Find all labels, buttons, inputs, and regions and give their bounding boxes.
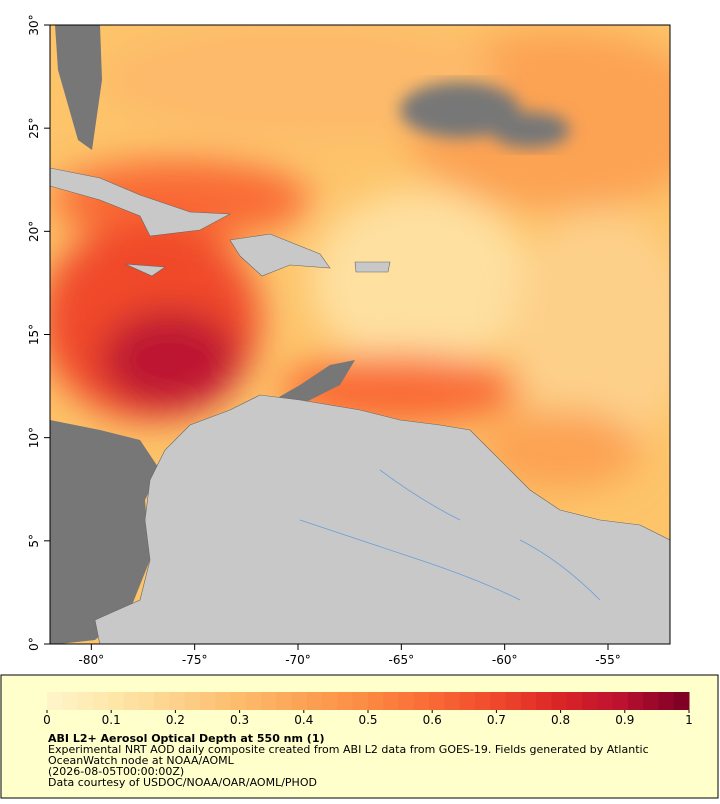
colorbar-swatch: [413, 692, 430, 710]
legend-title: ABI L2+ Aerosol Optical Depth at 550 nm …: [48, 732, 325, 745]
colorbar-swatch: [62, 692, 79, 710]
colorbar-swatch: [444, 692, 461, 710]
colorbar-swatch: [429, 692, 445, 710]
x-tick-label: -55°: [595, 653, 621, 667]
colorbar-tick-label: 1: [685, 713, 693, 727]
colorbar-swatch: [643, 692, 659, 710]
colorbar-tick-label: 0.6: [423, 713, 442, 727]
colorbar-swatch: [536, 692, 552, 710]
x-tick-label: -60°: [492, 653, 518, 667]
y-tick-label: 5°: [27, 534, 41, 548]
colorbar-swatch: [566, 692, 583, 710]
colorbar-swatch: [582, 692, 598, 710]
colorbar-tick-label: 0.3: [230, 713, 249, 727]
x-tick-label: -65°: [389, 653, 415, 667]
colorbar-swatch: [261, 692, 277, 710]
colorbar-swatch: [291, 692, 308, 710]
colorbar-swatch: [368, 692, 384, 710]
colorbar-swatch: [215, 692, 231, 710]
colorbar-tick-label: 0.8: [551, 713, 570, 727]
y-tick-label: 25°: [27, 118, 41, 139]
colorbar-tick-label: 0.5: [358, 713, 377, 727]
colorbar-swatch: [169, 692, 186, 710]
colorbar-swatch: [77, 692, 94, 710]
colorbar-swatch: [383, 692, 400, 710]
x-tick-label: -70°: [285, 653, 311, 667]
colorbar-swatch: [322, 692, 338, 710]
colorbar-swatch: [230, 692, 247, 710]
y-tick-label: 0°: [27, 637, 41, 651]
colorbar-swatch: [520, 692, 537, 710]
colorbar-swatch: [245, 692, 262, 710]
colorbar-swatch: [199, 692, 216, 710]
colorbar-swatch: [658, 692, 675, 710]
colorbar-tick-label: 0.9: [615, 713, 634, 727]
colorbar-tick-label: 0.2: [166, 713, 185, 727]
legend-description: (2026-08-05T00:00:00Z): [48, 765, 184, 778]
x-tick-label: -80°: [79, 653, 105, 667]
y-tick-label: 20°: [27, 221, 41, 242]
colorbar-swatch: [184, 692, 201, 710]
colorbar-swatch: [627, 692, 644, 710]
legend-description: Data courtesy of USDOC/NOAA/OAR/AOML/PHO…: [48, 776, 317, 789]
y-tick-label: 10°: [27, 427, 41, 448]
map-image: [50, 25, 670, 644]
colorbar-tick-label: 0.1: [102, 713, 121, 727]
colorbar-tick-label: 0.4: [294, 713, 313, 727]
colorbar-swatch: [92, 692, 109, 710]
colorbar-swatch: [337, 692, 354, 710]
colorbar-swatch: [398, 692, 415, 710]
colorbar-swatch: [154, 692, 170, 710]
colorbar-tick-label: 0.7: [487, 713, 506, 727]
x-tick-label: -75°: [182, 653, 208, 667]
colorbar-swatch: [612, 692, 629, 710]
colorbar-swatch: [276, 692, 293, 710]
y-tick-label: 30°: [27, 14, 41, 35]
colorbar-swatch: [475, 692, 491, 710]
colorbar: 0 0.1 0.2 0.3 0.4 0.5 0.6 0.7 0.8 0.9 1: [43, 692, 693, 727]
colorbar-swatch: [551, 692, 568, 710]
axes: -80° -75° -70° -65° -60° -55° 0° 5° 10° 15° 20° 25°…: [27, 14, 621, 667]
colorbar-swatch: [459, 692, 476, 710]
colorbar-swatch: [505, 692, 522, 710]
colorbar-swatch: [108, 692, 124, 710]
colorbar-swatch: [123, 692, 140, 710]
colorbar-swatch: [138, 692, 155, 710]
legend-description: OceanWatch node at NOAA/AOML: [48, 754, 235, 767]
colorbar-swatch: [490, 692, 507, 710]
y-tick-label: 15°: [27, 324, 41, 345]
colorbar-tick-label: 0: [43, 713, 51, 727]
colorbar-swatch: [306, 692, 323, 710]
colorbar-swatch: [673, 692, 690, 710]
colorbar-swatch: [47, 692, 63, 710]
colorbar-swatch: [352, 692, 369, 710]
colorbar-swatch: [597, 692, 614, 710]
legend-description: Experimental NRT AOD daily composite cre…: [48, 743, 649, 756]
